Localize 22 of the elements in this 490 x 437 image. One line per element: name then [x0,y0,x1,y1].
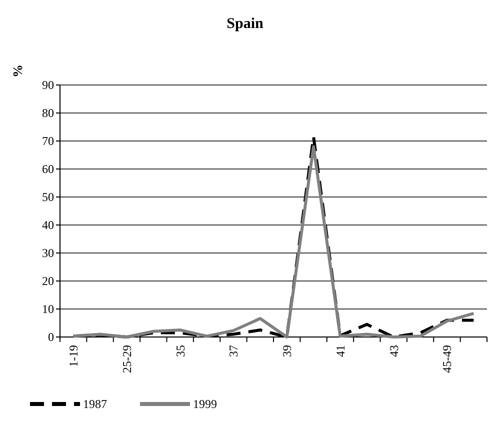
x-tick-label: 41 [333,345,348,357]
chart-title: Spain [226,16,264,32]
y-tick-label: 0 [48,330,54,344]
y-tick-label: 80 [42,106,54,120]
legend-label: 1999 [193,397,217,412]
y-tick-label: 60 [42,162,54,176]
legend-label: 1987 [83,397,107,412]
x-tick-label: 35 [173,345,188,357]
y-tick-label: 20 [42,274,54,288]
x-tick-label: 37 [226,345,241,357]
y-axis-title: % [10,64,25,78]
y-tick-label: 90 [42,78,54,92]
x-tick-label: 45-49 [440,345,454,373]
y-tick-label: 30 [42,246,54,260]
y-tick-label: 50 [42,190,54,204]
y-tick-label: 40 [42,218,54,232]
x-tick-label: 39 [280,345,294,357]
x-tick-label: 43 [386,345,401,357]
x-tick-label: 1-19 [66,345,81,367]
x-tick-label: 25-29 [120,345,134,373]
y-tick-label: 70 [42,134,54,148]
y-tick-label: 10 [42,302,54,316]
